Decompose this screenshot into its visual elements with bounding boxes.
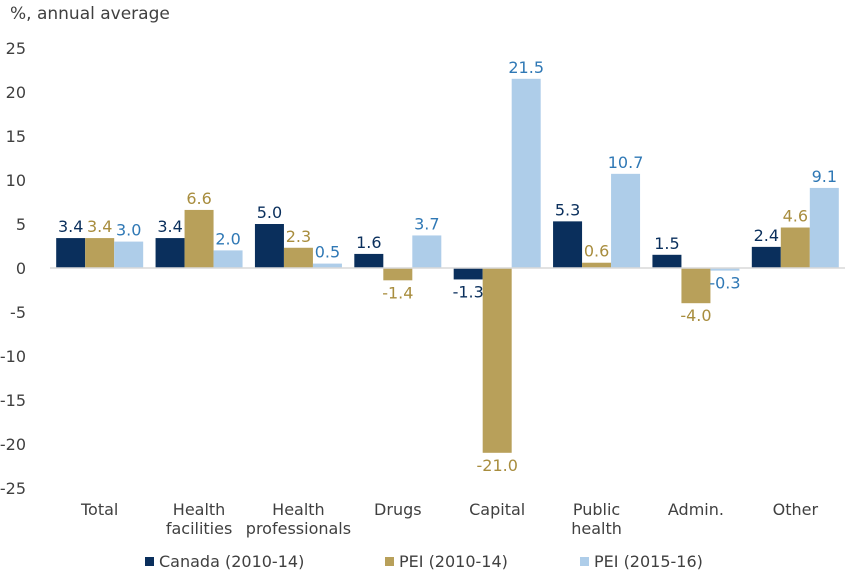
- data-label: 5.0: [257, 203, 282, 222]
- bar: [155, 238, 185, 268]
- category-label: Total: [80, 500, 118, 519]
- bar: [283, 247, 313, 268]
- data-label: 4.6: [783, 207, 808, 226]
- bar: [553, 221, 583, 268]
- category-label: Capital: [469, 500, 525, 519]
- category-label: health: [571, 519, 622, 538]
- bar: [213, 250, 243, 268]
- bar: [710, 268, 740, 271]
- bar: [56, 238, 86, 268]
- data-label: 10.7: [608, 153, 644, 172]
- legend-swatch: [385, 557, 394, 566]
- data-label: -21.0: [476, 456, 517, 475]
- data-label: 9.1: [812, 167, 837, 186]
- data-label: -0.3: [709, 274, 740, 293]
- bar: [383, 268, 413, 281]
- y-tick-label: 20: [6, 83, 26, 102]
- bar: [652, 254, 682, 268]
- bar: [582, 262, 612, 268]
- y-tick-label: 15: [6, 127, 26, 146]
- data-label: 1.6: [356, 233, 381, 252]
- bar: [453, 268, 483, 280]
- legend-swatch: [145, 557, 154, 566]
- data-label: 2.3: [286, 227, 311, 246]
- y-tick-label: -25: [0, 479, 26, 498]
- data-label: -1.3: [453, 282, 484, 301]
- category-label: Health: [272, 500, 325, 519]
- data-label: 3.7: [414, 214, 439, 233]
- category-label: Drugs: [374, 500, 422, 519]
- category-label: Other: [773, 500, 819, 519]
- data-label: 0.5: [315, 243, 340, 262]
- data-label: 3.0: [116, 221, 141, 240]
- data-label: 3.4: [58, 217, 83, 236]
- bar: [254, 224, 284, 268]
- bar: [780, 227, 810, 268]
- bar: [511, 78, 541, 268]
- legend-swatch: [580, 557, 589, 566]
- data-label: 2.0: [215, 229, 240, 248]
- data-label: -1.4: [382, 283, 413, 302]
- bar: [751, 246, 781, 268]
- bar: [85, 238, 115, 268]
- bar: [184, 209, 214, 268]
- category-label: professionals: [246, 519, 351, 538]
- y-tick-label: -5: [10, 303, 26, 322]
- category-label: facilities: [166, 519, 232, 538]
- data-label: 5.3: [555, 200, 580, 219]
- legend-label: PEI (2010-14): [399, 552, 508, 571]
- bar: [482, 268, 512, 453]
- category-label: Public: [573, 500, 620, 519]
- data-label: 21.5: [508, 58, 544, 77]
- data-label: 3.4: [157, 217, 182, 236]
- bar: [809, 187, 839, 268]
- bar: [354, 253, 384, 268]
- y-tick-label: 0: [16, 259, 26, 278]
- bar: [412, 235, 442, 268]
- bar: [611, 173, 641, 268]
- category-label: Health: [173, 500, 226, 519]
- y-tick-label: 10: [6, 171, 26, 190]
- y-axis-unit-label: %, annual average: [10, 4, 170, 24]
- data-label: -4.0: [680, 306, 711, 325]
- data-label: 6.6: [186, 189, 211, 208]
- bar: [312, 263, 342, 268]
- y-tick-label: -20: [0, 435, 26, 454]
- y-tick-label: 25: [6, 39, 26, 58]
- y-tick-label: 5: [16, 215, 26, 234]
- data-label: 1.5: [654, 234, 679, 253]
- bar: [681, 268, 711, 304]
- legend-label: PEI (2015-16): [594, 552, 703, 571]
- category-label: Admin.: [668, 500, 724, 519]
- data-label: 0.6: [584, 242, 609, 261]
- data-label: 2.4: [754, 226, 779, 245]
- y-tick-label: -15: [0, 391, 26, 410]
- data-label: 3.4: [87, 217, 112, 236]
- bar: [114, 241, 144, 268]
- legend-label: Canada (2010-14): [159, 552, 304, 571]
- y-tick-label: -10: [0, 347, 26, 366]
